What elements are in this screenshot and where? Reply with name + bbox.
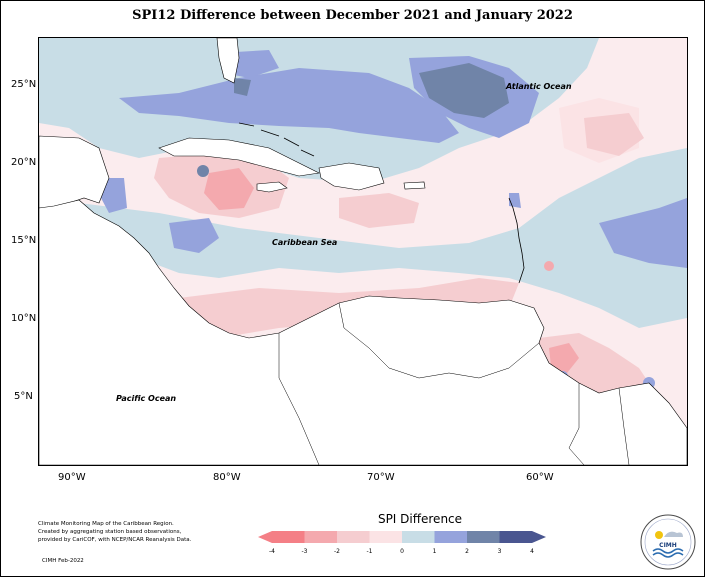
legend-swatch (402, 531, 435, 543)
credit-line-2: Created by aggregating station based obs… (38, 529, 182, 535)
legend-swatch (434, 531, 467, 543)
caribbean-sea-label: Caribbean Sea (272, 238, 338, 247)
legend-swatch (272, 531, 305, 543)
legend-arrow-left (258, 531, 272, 543)
lat-label-5n: 5°N (14, 391, 33, 402)
lat-label-20n: 20°N (11, 157, 37, 168)
legend-tick-label: -3 (301, 548, 308, 555)
lon-label-90w: 90°W (58, 472, 86, 483)
lat-label-25n: 25°N (11, 79, 37, 90)
legend-tick-label: -1 (366, 548, 373, 555)
credit-date: CIMH Feb-2022 (42, 558, 84, 564)
lat-label-10n: 10°N (11, 313, 37, 324)
legend-swatch (467, 531, 500, 543)
logo-text: CIMH (659, 542, 677, 549)
legend-tick-label: 3 (497, 548, 502, 555)
legend-title: SPI Difference (377, 512, 463, 526)
legend-tick-label: 0 (400, 548, 404, 555)
spi-map (39, 38, 687, 465)
legend-swatch (499, 531, 532, 543)
legend-colorbar (258, 531, 546, 543)
lon-label-70w: 70°W (367, 472, 395, 483)
lon-label-80w: 80°W (213, 472, 241, 483)
legend-swatch (337, 531, 370, 543)
legend-swatch (304, 531, 337, 543)
map-credit: Climate Monitoring Map of the Caribbean … (38, 520, 218, 544)
credit-line-3: provided by CariCOF, with NCEP/NCAR Rean… (38, 537, 192, 543)
legend-arrow-right (532, 531, 546, 543)
legend-tick-label: -4 (269, 548, 275, 555)
map-title: SPI12 Difference between December 2021 a… (132, 8, 573, 23)
legend-tick-label: 1 (432, 548, 437, 555)
legend-swatch (369, 531, 402, 543)
lon-label-60w: 60°W (526, 472, 554, 483)
legend-tick-label: 4 (530, 548, 534, 555)
pacific-ocean-label: Pacific Ocean (116, 394, 177, 403)
cimh-logo: CIMH (639, 513, 697, 571)
atlantic-ocean-label: Atlantic Ocean (506, 82, 572, 91)
lat-label-15n: 15°N (11, 235, 37, 246)
legend-tick-label: 2 (465, 548, 469, 555)
credit-line-1: Climate Monitoring Map of the Caribbean … (38, 521, 174, 527)
map-panel (38, 37, 688, 466)
legend-tick-label: -2 (334, 548, 340, 555)
